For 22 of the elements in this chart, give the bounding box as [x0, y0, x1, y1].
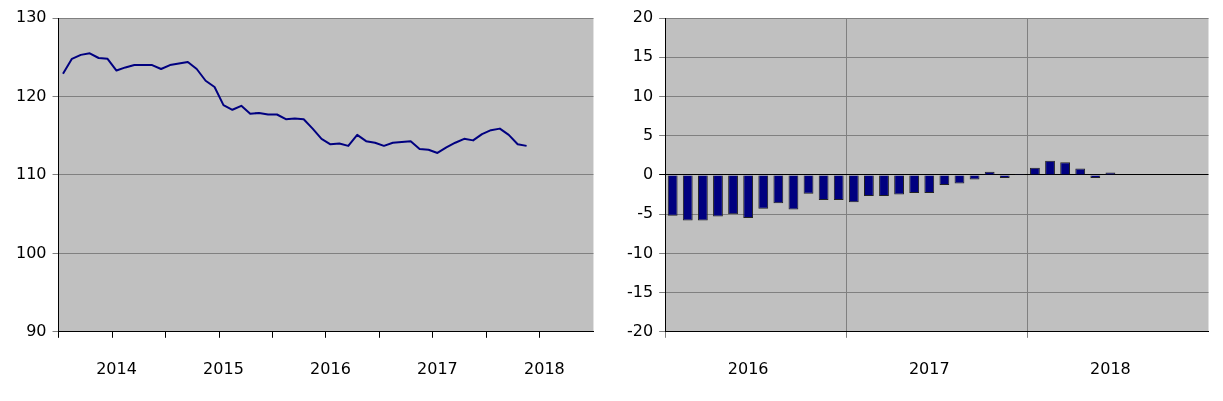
y-tick-label: 5: [642, 124, 654, 144]
y-tick-label: 110: [15, 164, 47, 184]
y-tick-label: 90: [26, 320, 47, 340]
y-tick-label: 10: [632, 85, 654, 105]
y-tick-label: 20: [632, 7, 654, 27]
x-tick-label: 2018: [524, 358, 565, 378]
y-tick-label: 130: [15, 7, 47, 27]
y-tick-label: 15: [632, 46, 654, 66]
y-tick-label: -15: [626, 281, 654, 301]
x-tick-label: 2018: [1090, 358, 1131, 378]
y-tick-label: 0: [642, 164, 654, 184]
x-tick-label: 2016: [310, 358, 351, 378]
y-tick-label: 120: [15, 85, 47, 105]
x-tick-label: 2017: [417, 358, 458, 378]
x-tick-label: 2016: [727, 358, 769, 378]
x-tick-label: 2015: [203, 358, 244, 378]
y-tick-label: 100: [15, 242, 47, 262]
x-tick-label: 2017: [908, 358, 950, 378]
x-tick-label: 2014: [96, 358, 137, 378]
y-tick-label: -20: [626, 320, 654, 340]
y-tick-label: -10: [626, 242, 654, 262]
y-tick-label: -5: [637, 203, 654, 223]
